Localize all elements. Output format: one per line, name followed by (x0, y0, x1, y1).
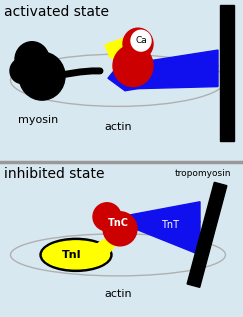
Text: Ca: Ca (135, 36, 147, 45)
Text: activated state: activated state (4, 5, 109, 19)
Ellipse shape (43, 241, 110, 269)
Text: inhibited state: inhibited state (4, 167, 104, 181)
Circle shape (10, 58, 34, 83)
Polygon shape (120, 202, 200, 229)
Circle shape (19, 52, 65, 100)
Bar (187, 182, 227, 287)
Polygon shape (105, 36, 148, 64)
Polygon shape (80, 235, 118, 259)
Text: tropomyosin: tropomyosin (175, 169, 232, 178)
Circle shape (123, 28, 153, 60)
Text: TnI: TnI (62, 250, 82, 260)
Circle shape (15, 42, 49, 77)
Text: myosin: myosin (18, 115, 58, 125)
Polygon shape (120, 217, 200, 255)
Circle shape (103, 212, 137, 246)
Text: actin: actin (104, 122, 132, 133)
Bar (220, 5, 234, 141)
Polygon shape (118, 66, 218, 89)
Text: TnC: TnC (107, 218, 129, 228)
Circle shape (113, 45, 153, 87)
Polygon shape (108, 66, 138, 91)
Ellipse shape (40, 238, 112, 271)
Circle shape (131, 30, 151, 51)
Polygon shape (118, 50, 218, 66)
Circle shape (93, 203, 121, 231)
Text: TnT: TnT (161, 220, 179, 230)
Polygon shape (108, 217, 135, 239)
Text: actin: actin (104, 289, 132, 299)
